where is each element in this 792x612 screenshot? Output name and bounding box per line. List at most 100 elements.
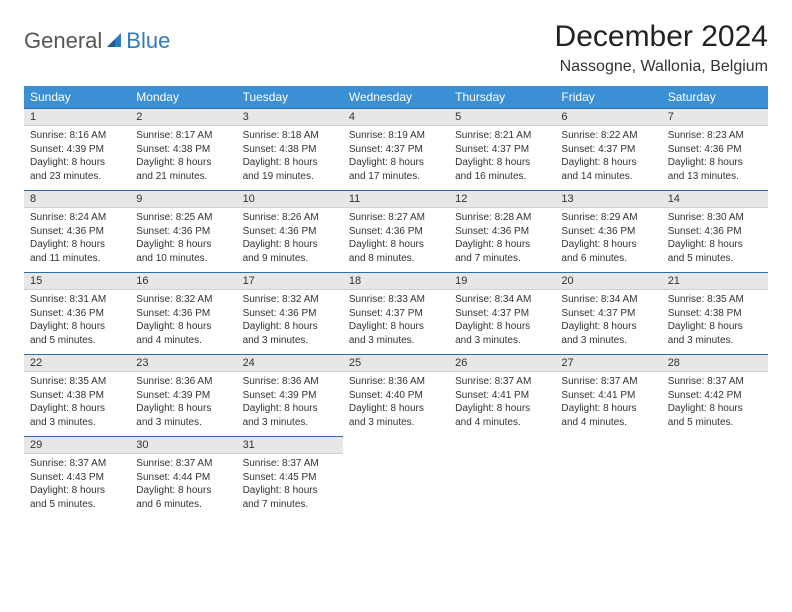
sunset-text: Sunset: 4:38 PM	[136, 143, 230, 157]
daylight-text: Daylight: 8 hours and 5 minutes.	[668, 402, 762, 429]
day-body: Sunrise: 8:37 AMSunset: 4:43 PMDaylight:…	[24, 454, 130, 517]
calendar-cell	[555, 437, 661, 519]
sunrise-text: Sunrise: 8:24 AM	[30, 211, 124, 225]
weekday-header: Thursday	[449, 86, 555, 109]
calendar-cell: 28 Sunrise: 8:37 AMSunset: 4:42 PMDayligh…	[662, 355, 768, 437]
sunset-text: Sunset: 4:44 PM	[136, 471, 230, 485]
day-body: Sunrise: 8:37 AMSunset: 4:45 PMDaylight:…	[237, 454, 343, 517]
daylight-text: Daylight: 8 hours and 9 minutes.	[243, 238, 337, 265]
sunrise-text: Sunrise: 8:31 AM	[30, 293, 124, 307]
location: Nassogne, Wallonia, Belgium	[555, 58, 768, 76]
day-number: 10	[237, 191, 343, 208]
sunrise-text: Sunrise: 8:37 AM	[668, 375, 762, 389]
daylight-text: Daylight: 8 hours and 4 minutes.	[561, 402, 655, 429]
calendar-cell: 20Sunrise: 8:34 AMSunset: 4:37 PMDayligh…	[555, 273, 661, 355]
day-number: 13	[555, 191, 661, 208]
sunset-text: Sunset: 4:36 PM	[30, 307, 124, 321]
calendar-cell: 24Sunrise: 8:36 AMSunset: 4:39 PMDayligh…	[237, 355, 343, 437]
calendar-cell: 2Sunrise: 8:17 AMSunset: 4:38 PMDaylight…	[130, 109, 236, 191]
sunset-text: Sunset: 4:37 PM	[455, 143, 549, 157]
calendar-cell: 9Sunrise: 8:25 AMSunset: 4:36 PMDaylight…	[130, 191, 236, 273]
sunset-text: Sunset: 4:36 PM	[561, 225, 655, 239]
logo-text-general: General	[24, 28, 102, 54]
sunset-text: Sunset: 4:41 PM	[455, 389, 549, 403]
day-body: Sunrise: 8:36 AMSunset: 4:39 PMDaylight:…	[237, 372, 343, 435]
calendar-cell: 14Sunrise: 8:30 AMSunset: 4:36 PMDayligh…	[662, 191, 768, 273]
daylight-text: Daylight: 8 hours and 3 minutes.	[243, 320, 337, 347]
sunset-text: Sunset: 4:36 PM	[668, 143, 762, 157]
month-title: December 2024	[555, 20, 768, 54]
day-number: 16	[130, 273, 236, 290]
calendar-cell: 10Sunrise: 8:26 AMSunset: 4:36 PMDayligh…	[237, 191, 343, 273]
sunset-text: Sunset: 4:36 PM	[243, 307, 337, 321]
sunrise-text: Sunrise: 8:36 AM	[136, 375, 230, 389]
day-number: 9	[130, 191, 236, 208]
calendar-week-row: 8Sunrise: 8:24 AMSunset: 4:36 PMDaylight…	[24, 191, 768, 273]
sunrise-text: Sunrise: 8:18 AM	[243, 129, 337, 143]
daylight-text: Daylight: 8 hours and 19 minutes.	[243, 156, 337, 183]
calendar-cell: 22Sunrise: 8:35 AMSunset: 4:38 PMDayligh…	[24, 355, 130, 437]
sunrise-text: Sunrise: 8:37 AM	[561, 375, 655, 389]
sunset-text: Sunset: 4:36 PM	[455, 225, 549, 239]
weekday-header: Saturday	[662, 86, 768, 109]
calendar-cell: 30Sunrise: 8:37 AMSunset: 4:44 PMDayligh…	[130, 437, 236, 519]
sunrise-text: Sunrise: 8:29 AM	[561, 211, 655, 225]
sunrise-text: Sunrise: 8:25 AM	[136, 211, 230, 225]
day-body: Sunrise: 8:22 AMSunset: 4:37 PMDaylight:…	[555, 126, 661, 189]
calendar-cell: 12Sunrise: 8:28 AMSunset: 4:36 PMDayligh…	[449, 191, 555, 273]
sunset-text: Sunset: 4:38 PM	[668, 307, 762, 321]
sunset-text: Sunset: 4:42 PM	[668, 389, 762, 403]
day-body: Sunrise: 8:35 AMSunset: 4:38 PMDaylight:…	[24, 372, 130, 435]
sunset-text: Sunset: 4:38 PM	[243, 143, 337, 157]
sunrise-text: Sunrise: 8:36 AM	[243, 375, 337, 389]
sunset-text: Sunset: 4:37 PM	[349, 143, 443, 157]
day-body: Sunrise: 8:24 AMSunset: 4:36 PMDaylight:…	[24, 208, 130, 271]
daylight-text: Daylight: 8 hours and 3 minutes.	[349, 402, 443, 429]
day-body: Sunrise: 8:19 AMSunset: 4:37 PMDaylight:…	[343, 126, 449, 189]
day-number: 29	[24, 437, 130, 454]
day-body: Sunrise: 8:25 AMSunset: 4:36 PMDaylight:…	[130, 208, 236, 271]
daylight-text: Daylight: 8 hours and 17 minutes.	[349, 156, 443, 183]
sunrise-text: Sunrise: 8:36 AM	[349, 375, 443, 389]
calendar-table: Sunday Monday Tuesday Wednesday Thursday…	[24, 86, 768, 519]
calendar-cell: 31Sunrise: 8:37 AMSunset: 4:45 PMDayligh…	[237, 437, 343, 519]
day-body: Sunrise: 8:37 AMSunset: 4:44 PMDaylight:…	[130, 454, 236, 517]
daylight-text: Daylight: 8 hours and 3 minutes.	[668, 320, 762, 347]
sunrise-text: Sunrise: 8:37 AM	[243, 457, 337, 471]
day-number: 14	[662, 191, 768, 208]
sunset-text: Sunset: 4:36 PM	[243, 225, 337, 239]
sunset-text: Sunset: 4:36 PM	[30, 225, 124, 239]
day-body: Sunrise: 8:32 AMSunset: 4:36 PMDaylight:…	[130, 290, 236, 353]
day-body: Sunrise: 8:17 AMSunset: 4:38 PMDaylight:…	[130, 126, 236, 189]
daylight-text: Daylight: 8 hours and 10 minutes.	[136, 238, 230, 265]
sunset-text: Sunset: 4:36 PM	[136, 225, 230, 239]
day-body: Sunrise: 8:27 AMSunset: 4:36 PMDaylight:…	[343, 208, 449, 271]
calendar-cell: 25Sunrise: 8:36 AMSunset: 4:40 PMDayligh…	[343, 355, 449, 437]
sunset-text: Sunset: 4:36 PM	[136, 307, 230, 321]
day-number: 28	[662, 355, 768, 372]
sunset-text: Sunset: 4:41 PM	[561, 389, 655, 403]
day-number: 22	[24, 355, 130, 372]
day-number: 30	[130, 437, 236, 454]
daylight-text: Daylight: 8 hours and 3 minutes.	[136, 402, 230, 429]
logo-text-blue: Blue	[126, 28, 170, 54]
day-number: 6	[555, 109, 661, 126]
day-number: 21	[662, 273, 768, 290]
day-number: 15	[24, 273, 130, 290]
day-number: 26	[449, 355, 555, 372]
day-body: Sunrise: 8:37 AMSunset: 4:41 PMDaylight:…	[555, 372, 661, 435]
day-number: 24	[237, 355, 343, 372]
sunrise-text: Sunrise: 8:27 AM	[349, 211, 443, 225]
day-body: Sunrise: 8:34 AMSunset: 4:37 PMDaylight:…	[449, 290, 555, 353]
daylight-text: Daylight: 8 hours and 3 minutes.	[455, 320, 549, 347]
sunrise-text: Sunrise: 8:32 AM	[136, 293, 230, 307]
daylight-text: Daylight: 8 hours and 4 minutes.	[136, 320, 230, 347]
day-body: Sunrise: 8:32 AMSunset: 4:36 PMDaylight:…	[237, 290, 343, 353]
calendar-cell: 4Sunrise: 8:19 AMSunset: 4:37 PMDaylight…	[343, 109, 449, 191]
calendar-week-row: 29Sunrise: 8:37 AMSunset: 4:43 PMDayligh…	[24, 437, 768, 519]
daylight-text: Daylight: 8 hours and 8 minutes.	[349, 238, 443, 265]
calendar-cell: 6Sunrise: 8:22 AMSunset: 4:37 PMDaylight…	[555, 109, 661, 191]
sunset-text: Sunset: 4:37 PM	[561, 307, 655, 321]
calendar-cell	[343, 437, 449, 519]
day-number: 17	[237, 273, 343, 290]
